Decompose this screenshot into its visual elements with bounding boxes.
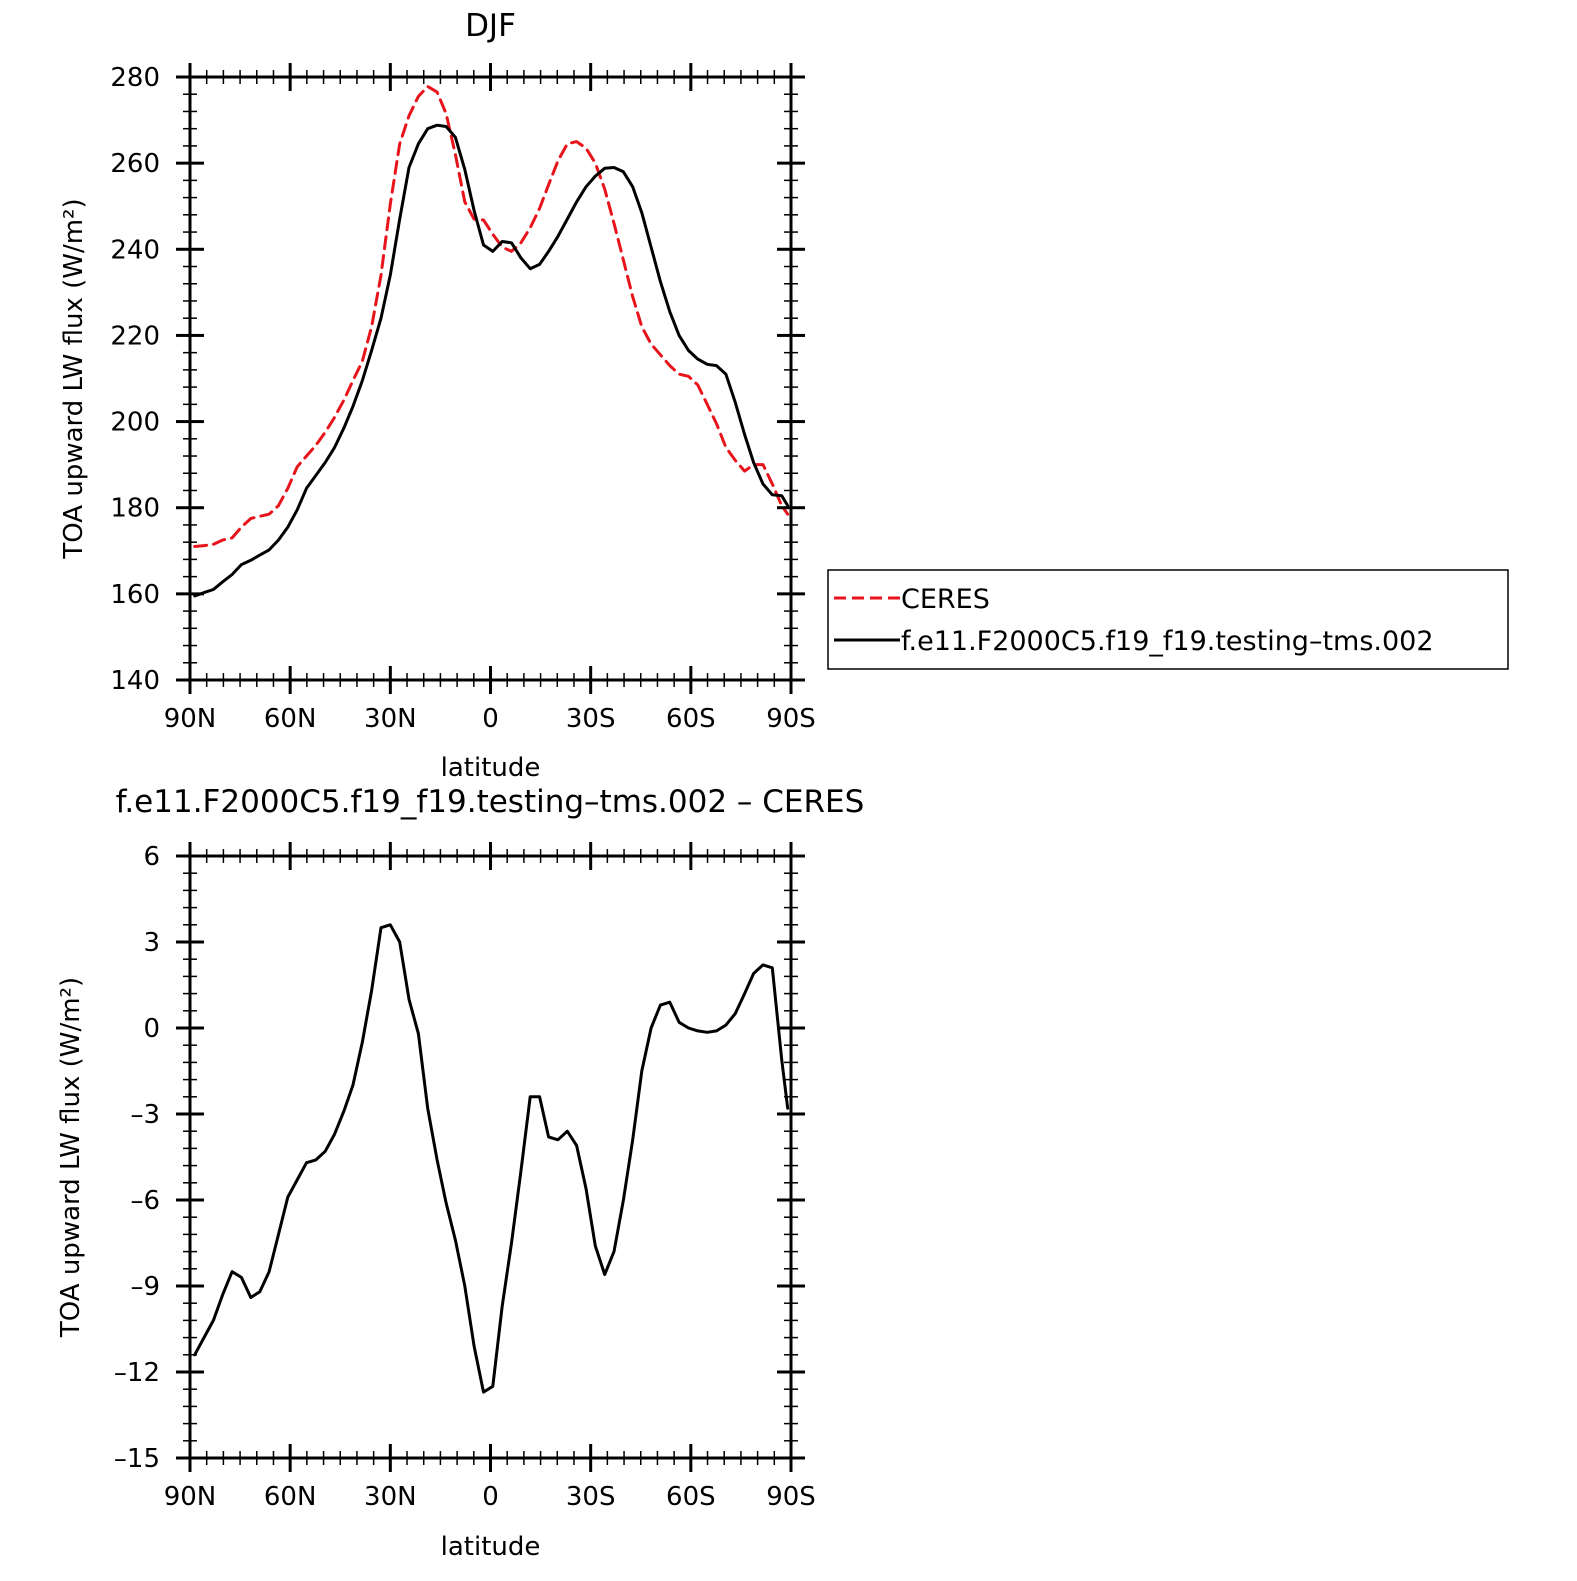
top-x-tick-label: 0 — [482, 704, 499, 734]
top-y-tick-label: 260 — [110, 149, 160, 179]
bottom-y-tick-label: 6 — [143, 842, 160, 872]
top-y-tick-label: 220 — [110, 321, 160, 351]
top-x-tick-label: 90S — [766, 704, 816, 734]
bottom-series-0-line — [193, 923, 790, 1394]
bottom-x-tick-label: 60N — [264, 1482, 317, 1512]
bottom-y-axis-title: TOA upward LW flux (W/m²) — [56, 977, 86, 1338]
top-y-tick-label: 280 — [110, 63, 160, 93]
top-series-0-line — [193, 85, 790, 548]
top-x-tick-label: 90N — [164, 704, 217, 734]
bottom-y-tick-label: –3 — [130, 1100, 160, 1130]
legend-label-model: f.e11.F2000C5.f19_f19.testing–tms.002 — [901, 626, 1434, 657]
top-panel: DJF 90N 60N 30N 0 30S 60S 90S 140 160 180 200 220 24… — [59, 8, 816, 783]
bottom-x-tick-label: 30S — [566, 1482, 616, 1512]
bottom-x-tick-label: 60S — [666, 1482, 716, 1512]
bottom-x-tick-label: 90N — [164, 1482, 217, 1512]
top-y-tick-label: 140 — [110, 666, 160, 696]
top-x-tick-label: 30N — [364, 704, 417, 734]
bottom-data-lines — [193, 923, 790, 1394]
top-y-tick-label: 180 — [110, 494, 160, 524]
top-data-lines — [193, 85, 790, 598]
top-x-axis-title: latitude — [441, 753, 541, 783]
top-x-tick-label: 60N — [264, 704, 317, 734]
top-series-1-line — [193, 123, 790, 598]
bottom-y-tick-label: –15 — [114, 1444, 160, 1474]
bottom-x-axis-title: latitude — [441, 1532, 541, 1562]
bottom-axes: 90N 60N 30N 0 30S 60S 90S –15 –12 –9 –6 –3 0 3 6 — [114, 842, 816, 1512]
bottom-x-tick-label: 90S — [766, 1482, 816, 1512]
bottom-y-tick-label: –6 — [130, 1186, 160, 1216]
bottom-y-tick-label: –9 — [130, 1272, 160, 1302]
top-axes: 90N 60N 30N 0 30S 60S 90S 140 160 180 200 220 240 260… — [110, 63, 816, 734]
bottom-x-tick-label: 0 — [482, 1482, 499, 1512]
top-plot-frame — [188, 75, 793, 682]
bottom-y-tick-label: –12 — [114, 1358, 160, 1388]
bottom-x-tick-label: 30N — [364, 1482, 417, 1512]
bottom-panel: f.e11.F2000C5.f19_f19.testing–tms.002 – … — [56, 784, 864, 1562]
legend-box — [827, 569, 1509, 670]
top-y-tick-label: 200 — [110, 408, 160, 438]
legend-label-ceres: CERES — [901, 584, 990, 615]
bottom-y-tick-label: 3 — [143, 928, 160, 958]
top-y-tick-label: 240 — [110, 235, 160, 265]
bottom-plot-title: f.e11.F2000C5.f19_f19.testing–tms.002 – … — [116, 784, 865, 820]
bottom-y-tick-label: 0 — [143, 1014, 160, 1044]
bottom-plot-frame — [188, 854, 793, 1460]
top-x-tick-label: 60S — [666, 704, 716, 734]
top-y-tick-label: 160 — [110, 580, 160, 610]
top-plot-title: DJF — [465, 8, 516, 44]
top-y-axis-title: TOA upward LW flux (W/m²) — [59, 198, 89, 559]
top-x-tick-label: 30S — [566, 704, 616, 734]
legend: CERES f.e11.F2000C5.f19_f19.testing–tms.… — [827, 569, 1509, 670]
